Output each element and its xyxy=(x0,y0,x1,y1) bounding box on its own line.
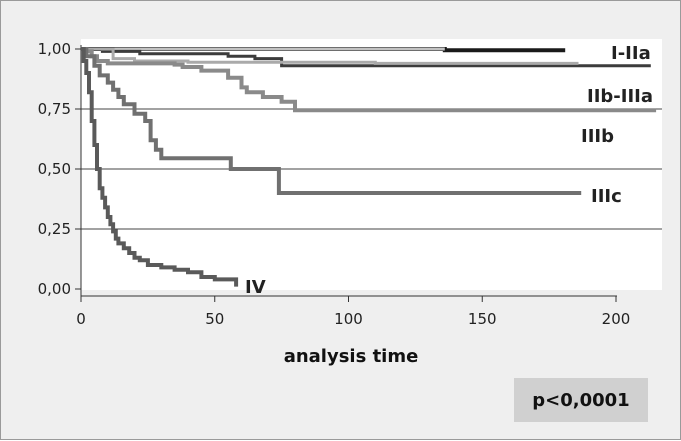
x-tick-label: 50 xyxy=(205,310,224,328)
survival-curve-iv xyxy=(81,47,239,287)
x-tick-label: 100 xyxy=(334,310,363,328)
survival-curve-iiic xyxy=(81,47,582,195)
y-tick-label: 1,00 xyxy=(38,40,71,58)
p-value-box: p<0,0001 xyxy=(514,378,648,422)
axes: 0,00 0,25 0,50 0,75 1,00 0 50 100 150 200 xyxy=(38,40,631,328)
curve-label-iiib: IIIb xyxy=(581,126,614,147)
curve-label-iv: IV xyxy=(245,277,266,298)
y-tick-label: 0,75 xyxy=(38,100,71,118)
survival-curves xyxy=(81,47,657,287)
survival-curve-series-2 xyxy=(81,47,651,68)
x-tick-label: 200 xyxy=(602,310,631,328)
plot-area xyxy=(81,39,662,290)
curve-label-i-iia: I-IIa xyxy=(611,43,651,64)
y-tick-label: 0,00 xyxy=(38,280,71,298)
curve-label-iib-iiia: IIb-IIIa xyxy=(587,86,653,107)
y-tick-label: 0,25 xyxy=(38,220,71,238)
survival-curve-series-3 xyxy=(81,47,579,65)
curve-label-iiic: IIIc xyxy=(591,186,622,207)
x-axis-title: analysis time xyxy=(284,346,419,367)
x-tick-label: 0 xyxy=(76,310,86,328)
x-tick-label: 150 xyxy=(468,310,497,328)
p-value-text: p<0,0001 xyxy=(532,389,630,411)
y-tick-label: 0,50 xyxy=(38,160,71,178)
